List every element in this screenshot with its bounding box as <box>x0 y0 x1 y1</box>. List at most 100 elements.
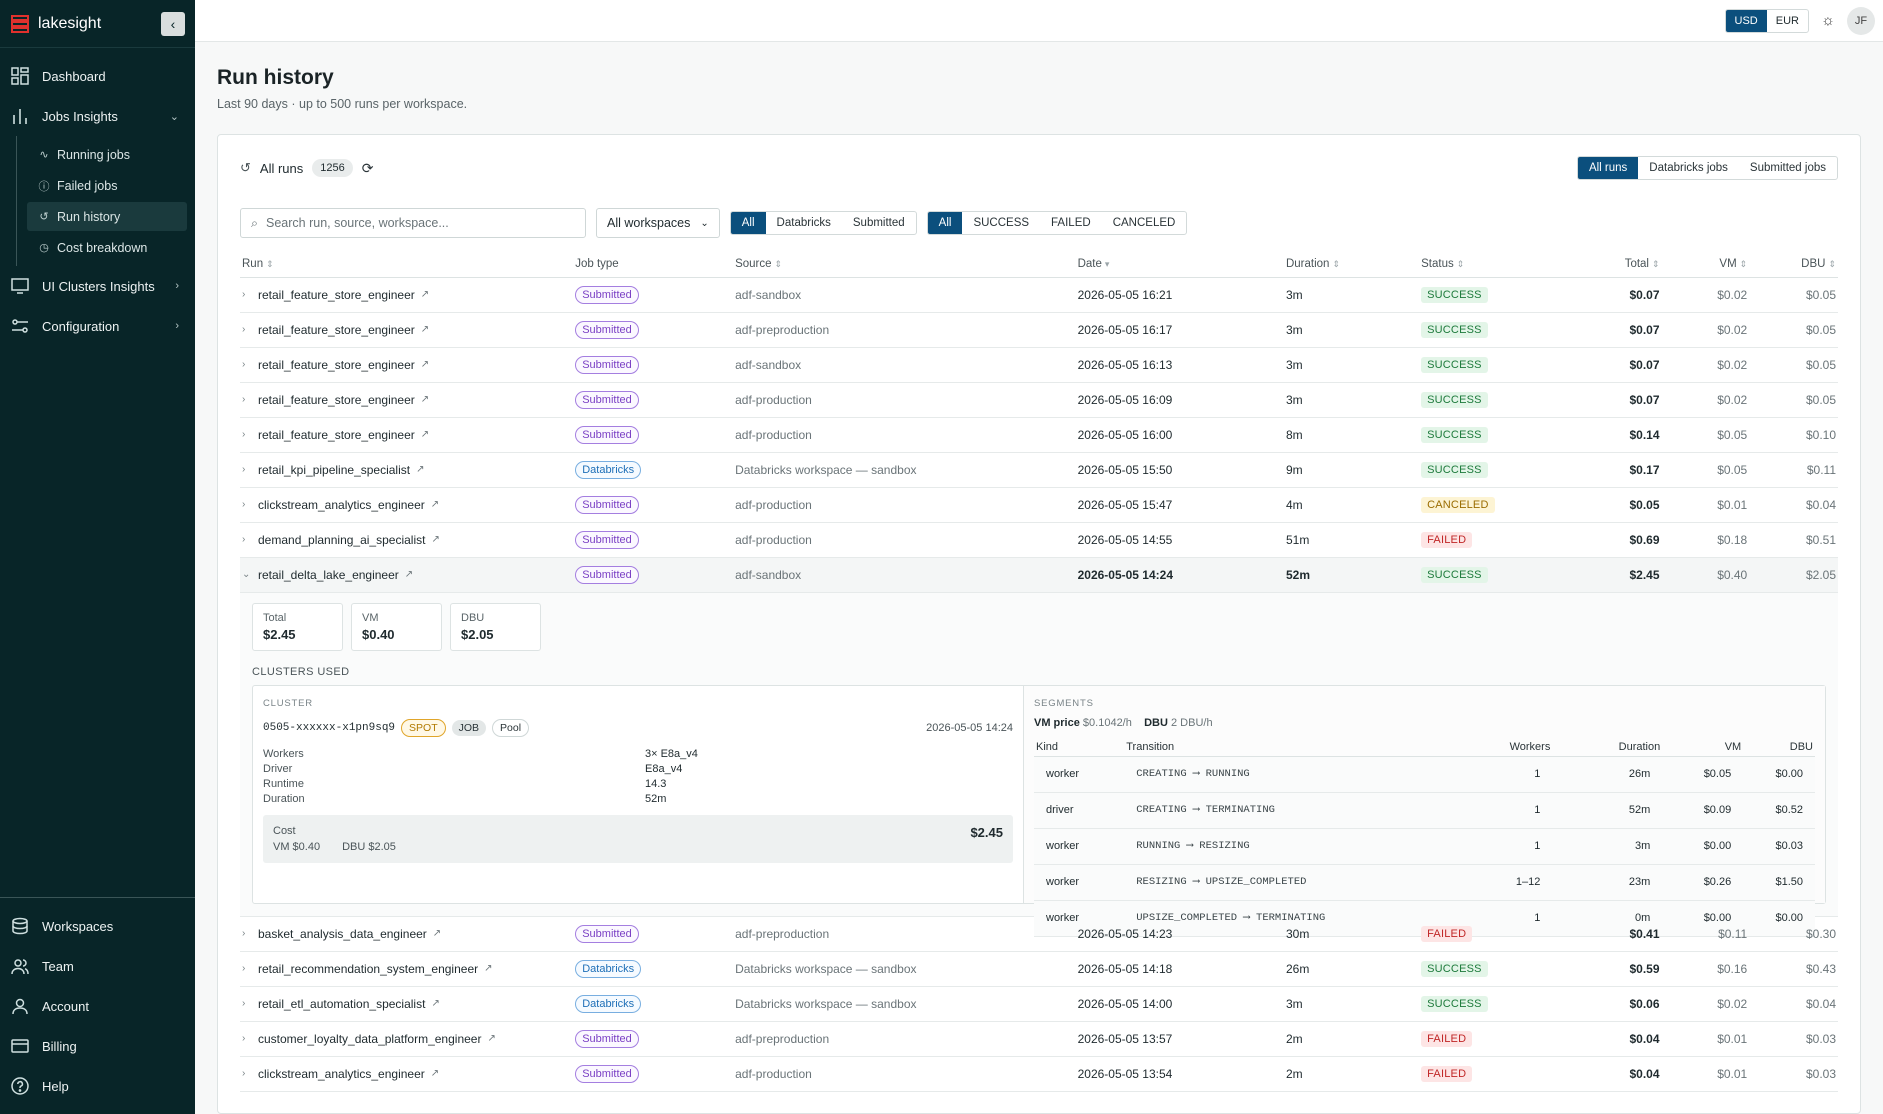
sidebar-item-jobs-insights[interactable]: Jobs Insights ⌄ <box>0 96 195 136</box>
external-link-icon[interactable]: ↗ <box>484 963 493 974</box>
type-filter-databricks[interactable]: Databricks <box>776 217 831 229</box>
chevron-right-icon[interactable]: › <box>242 324 246 335</box>
sidebar-item-account[interactable]: Account <box>0 986 195 1026</box>
external-link-icon[interactable]: ↗ <box>420 324 430 335</box>
column-header-status[interactable]: Status ⇕ <box>1419 251 1574 278</box>
segment-row: worker RESIZING ⟶ UPSIZE_COMPLETED 1–12 23m… <box>1034 864 1815 901</box>
avatar[interactable]: JF <box>1847 6 1875 35</box>
external-link-icon[interactable]: ↗ <box>431 998 440 1009</box>
external-link-icon[interactable]: ↗ <box>416 464 425 475</box>
run-name[interactable]: demand_planning_ai_specialist <box>258 532 426 547</box>
tab-databricks-jobs[interactable]: Databricks jobs <box>1649 162 1728 174</box>
type-filter-all[interactable]: All <box>730 212 766 234</box>
column-header-source[interactable]: Source ⇕ <box>733 251 1076 278</box>
type-filter-submitted[interactable]: Submitted <box>852 217 905 229</box>
run-name[interactable]: customer_loyalty_data_platform_engineer <box>258 1031 482 1046</box>
currency-usd-button[interactable]: USD <box>1725 9 1767 32</box>
table-row[interactable]: › retail_kpi_pipeline_specialist ↗ Databric… <box>240 452 1838 488</box>
sidebar-item-run-history[interactable]: ↺ Run history <box>27 202 187 231</box>
sidebar-item-team[interactable]: Team <box>0 946 195 986</box>
logo[interactable]: lakesight <box>10 14 101 34</box>
table-row-expanded[interactable]: ⌄ retail_delta_lake_engineer ↗ Submitted a… <box>240 557 1838 593</box>
table-row[interactable]: › retail_feature_store_engineer ↗ Submitted… <box>240 312 1838 348</box>
column-header-dbu[interactable]: DBU ⇕ <box>1749 251 1838 278</box>
chevron-right-icon[interactable]: › <box>242 359 246 370</box>
table-row[interactable]: › retail_feature_store_engineer ↗ Submitted… <box>240 347 1838 383</box>
status-filter-failed[interactable]: FAILED <box>1051 217 1091 229</box>
sidebar-item-workspaces[interactable]: Workspaces <box>0 906 195 946</box>
chevron-right-icon[interactable]: › <box>242 1033 246 1044</box>
sidebar-item-billing[interactable]: Billing <box>0 1026 195 1066</box>
table-row[interactable]: › retail_recommendation_system_engineer ↗ D… <box>240 951 1838 987</box>
sidebar-item-dashboard[interactable]: Dashboard <box>0 56 195 96</box>
external-link-icon[interactable]: ↗ <box>430 1068 440 1079</box>
run-name[interactable]: retail_feature_store_engineer <box>258 357 415 372</box>
external-link-icon[interactable]: ↗ <box>487 1033 496 1044</box>
table-row[interactable]: › retail_feature_store_engineer ↗ Submitted… <box>240 277 1838 313</box>
collapse-sidebar-button[interactable]: ‹ <box>161 11 185 36</box>
run-name[interactable]: retail_feature_store_engineer <box>258 427 415 442</box>
run-name[interactable]: basket_analysis_data_engineer <box>258 926 427 941</box>
column-header-run[interactable]: Run ⇕ <box>240 251 574 278</box>
chevron-right-icon[interactable]: › <box>242 1068 246 1079</box>
run-name[interactable]: clickstream_analytics_engineer <box>258 497 425 512</box>
chevron-right-icon[interactable]: › <box>242 928 246 939</box>
topbar: USD EUR ☼ JF <box>195 0 1883 42</box>
external-link-icon[interactable]: ↗ <box>420 289 430 300</box>
run-name[interactable]: retail_kpi_pipeline_specialist <box>258 462 411 477</box>
chevron-right-icon[interactable]: › <box>242 464 246 475</box>
run-name[interactable]: retail_feature_store_engineer <box>258 392 415 407</box>
run-name[interactable]: clickstream_analytics_engineer <box>258 1066 425 1081</box>
run-name[interactable]: retail_delta_lake_engineer <box>258 567 399 582</box>
column-header-vm[interactable]: VM ⇕ <box>1661 251 1750 278</box>
currency-eur-button[interactable]: EUR <box>1775 14 1799 27</box>
external-link-icon[interactable]: ↗ <box>432 928 442 939</box>
theme-toggle-button[interactable]: ☼ <box>1819 12 1837 30</box>
sidebar-item-help[interactable]: Help <box>0 1066 195 1106</box>
run-name[interactable]: retail_feature_store_engineer <box>258 322 415 337</box>
run-name[interactable]: retail_feature_store_engineer <box>258 287 415 302</box>
run-vm-cost: $0.05 <box>1661 417 1750 453</box>
external-link-icon[interactable]: ↗ <box>404 569 414 580</box>
external-link-icon[interactable]: ↗ <box>430 499 440 510</box>
run-name[interactable]: retail_etl_automation_specialist <box>258 996 426 1011</box>
column-header-duration[interactable]: Duration ⇕ <box>1283 251 1420 278</box>
sidebar-item-configuration[interactable]: Configuration › <box>0 306 195 346</box>
sidebar-item-running-jobs[interactable]: ∿ Running jobs <box>27 140 187 169</box>
refresh-icon[interactable]: ⟳ <box>361 159 374 176</box>
table-row[interactable]: › clickstream_analytics_engineer ↗ Submitte… <box>240 487 1838 523</box>
status-filter-canceled[interactable]: CANCELED <box>1112 217 1176 229</box>
status-filter-success[interactable]: SUCCESS <box>973 217 1030 229</box>
chevron-right-icon[interactable]: › <box>242 534 246 545</box>
chevron-right-icon[interactable]: › <box>242 394 246 405</box>
chevron-right-icon[interactable]: › <box>242 429 246 440</box>
status-filter-all[interactable]: All <box>927 212 963 234</box>
tab-all-runs[interactable]: All runs <box>1577 157 1639 179</box>
chevron-right-icon[interactable]: › <box>242 963 246 974</box>
external-link-icon[interactable]: ↗ <box>420 394 430 405</box>
external-link-icon[interactable]: ↗ <box>431 534 440 545</box>
table-row[interactable]: › clickstream_analytics_engineer ↗ Submitte… <box>240 1056 1838 1092</box>
column-header-total[interactable]: Total ⇕ <box>1573 251 1662 278</box>
search-input[interactable]: ⌕ Search run, source, workspace... <box>240 208 586 238</box>
sidebar-item-ui-clusters-insights[interactable]: UI Clusters Insights › <box>0 266 195 306</box>
sidebar-item-failed-jobs[interactable]: ⓘ Failed jobs <box>27 171 187 200</box>
table-row[interactable]: › retail_feature_store_engineer ↗ Submitted… <box>240 382 1838 418</box>
run-name[interactable]: retail_recommendation_system_engineer <box>258 961 479 976</box>
table-row[interactable]: › retail_feature_store_engineer ↗ Submitted… <box>240 417 1838 453</box>
segment-dbu: $0.52 <box>1743 792 1815 829</box>
chevron-right-icon[interactable]: › <box>242 499 246 510</box>
chevron-right-icon[interactable]: › <box>242 289 246 300</box>
chevron-down-icon[interactable]: ⌄ <box>242 569 251 580</box>
external-link-icon[interactable]: ↗ <box>420 359 430 370</box>
chevron-right-icon[interactable]: › <box>242 998 246 1009</box>
table-row[interactable]: › demand_planning_ai_specialist ↗ Submitted… <box>240 522 1838 558</box>
table-row[interactable]: › retail_etl_automation_specialist ↗ Databr… <box>240 986 1838 1022</box>
history-icon: ↺ <box>39 211 49 223</box>
external-link-icon[interactable]: ↗ <box>420 429 430 440</box>
workspace-select[interactable]: All workspaces ⌄ <box>596 208 720 238</box>
sidebar-item-cost-breakdown[interactable]: ◷ Cost breakdown <box>27 233 187 262</box>
tab-submitted-jobs[interactable]: Submitted jobs <box>1749 162 1826 174</box>
table-row[interactable]: › customer_loyalty_data_platform_engineer… <box>240 1021 1838 1057</box>
column-header-date[interactable]: Date ▾ <box>1075 251 1284 278</box>
